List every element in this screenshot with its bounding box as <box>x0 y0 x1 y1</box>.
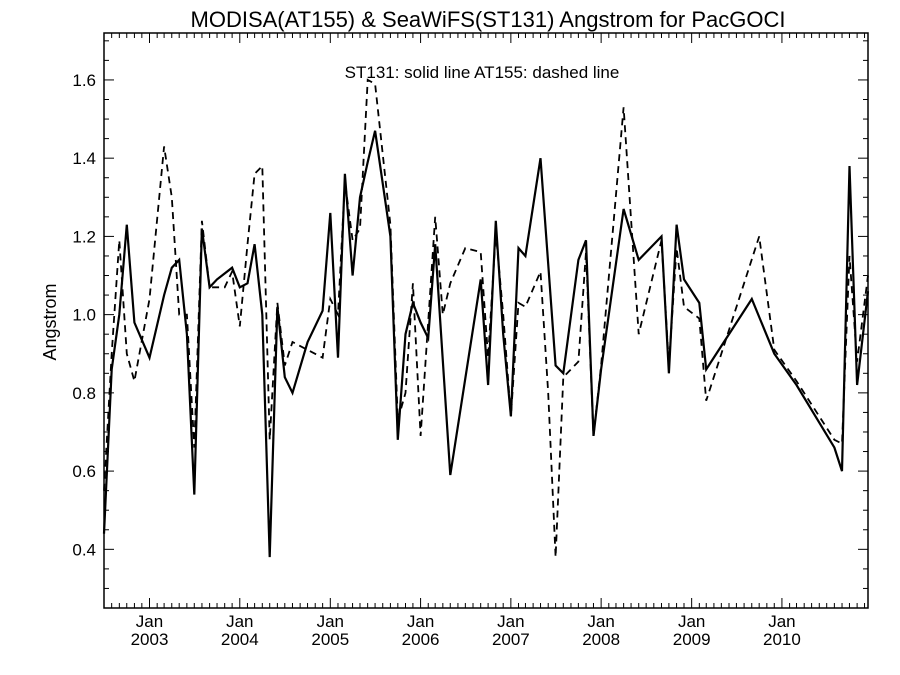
x-tick-year-label: 2006 <box>402 630 440 649</box>
y-tick-label: 0.6 <box>72 462 96 481</box>
x-axis: Jan2003Jan2004Jan2005Jan2006Jan2007Jan20… <box>103 33 866 649</box>
x-tick-year-label: 2005 <box>311 630 349 649</box>
x-tick-month-label: Jan <box>136 612 163 631</box>
x-tick-year-label: 2010 <box>763 630 801 649</box>
x-tick-month-label: Jan <box>407 612 434 631</box>
y-tick-label: 0.4 <box>72 540 96 559</box>
x-tick-year-label: 2007 <box>492 630 530 649</box>
y-axis-label: Angstrom <box>40 283 60 360</box>
y-tick-label: 0.8 <box>72 384 96 403</box>
series-line-at155 <box>103 78 869 558</box>
y-tick-label: 1.6 <box>72 71 96 90</box>
y-tick-label: 1.2 <box>72 227 96 246</box>
y-axis: 0.4 0.6 0.8 1.0 1.2 1.4 1.6 <box>72 40 868 589</box>
series-annotation: ST131: solid line AT155: dashed line <box>345 63 620 82</box>
x-tick-month-label: Jan <box>587 612 614 631</box>
x-tick-month-label: Jan <box>678 612 705 631</box>
y-tick-label: 1.4 <box>72 149 96 168</box>
series-line-st131 <box>102 130 870 558</box>
x-tick-month-label: Jan <box>497 612 524 631</box>
y-tick-label: 1.0 <box>72 306 96 325</box>
x-tick-year-label: 2008 <box>582 630 620 649</box>
x-tick-month-label: Jan <box>226 612 253 631</box>
x-tick-month-label: Jan <box>768 612 795 631</box>
x-tick-year-label: 2009 <box>673 630 711 649</box>
chart-title: MODISA(AT155) & SeaWiFS(ST131) Angstrom … <box>191 7 786 32</box>
series-layer <box>102 78 870 558</box>
x-tick-year-label: 2003 <box>131 630 169 649</box>
x-tick-year-label: 2004 <box>221 630 259 649</box>
plot-frame <box>103 32 869 609</box>
x-tick-month-label: Jan <box>317 612 344 631</box>
